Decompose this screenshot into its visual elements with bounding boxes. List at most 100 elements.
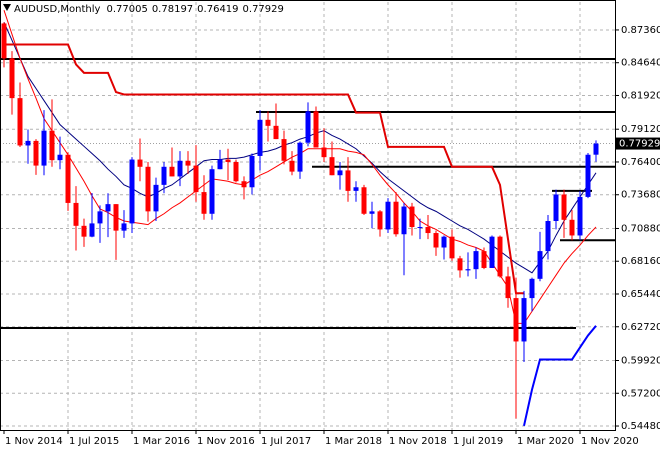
candle-body — [433, 233, 439, 248]
candle-body — [281, 139, 287, 161]
candle-body — [529, 278, 535, 299]
y-tick-label: 0.79120 — [621, 124, 660, 135]
y-tick-label: 0.87360 — [621, 25, 660, 36]
candle-layer — [1, 22, 599, 419]
y-tick-label: 0.54480 — [621, 421, 660, 432]
x-tick-label: 1 Mar 2020 — [517, 436, 574, 447]
candle-body — [297, 142, 303, 172]
candle-body — [537, 251, 543, 279]
x-tick-label: 1 Nov 2020 — [581, 436, 639, 447]
axis-layer: 0.87360 0.84640 0.81920 0.79120 0.76400 0.736… — [3, 25, 660, 447]
candle-body — [417, 227, 423, 229]
indicator-line — [3, 22, 597, 274]
y-tick-label: 0.81920 — [621, 90, 660, 101]
candle-body — [9, 58, 15, 99]
candle-body — [193, 165, 199, 193]
candle-body — [265, 119, 271, 126]
header-open: 0.77005 — [106, 4, 147, 15]
candle-body — [345, 170, 351, 191]
header-high: 0.78197 — [152, 4, 193, 15]
candle-body — [521, 298, 527, 342]
y-tick-label: 0.59920 — [621, 355, 660, 366]
y-tick-label: 0.68160 — [621, 256, 660, 267]
candle-body — [153, 184, 159, 212]
grid-layer — [0, 2, 615, 430]
x-tick-label: 1 Mar 2016 — [133, 436, 190, 447]
x-tick-label: 1 Nov 2014 — [5, 436, 63, 447]
candle-body — [425, 227, 431, 234]
candle-body — [145, 166, 151, 212]
candle-body — [585, 154, 591, 197]
level-layer — [0, 57, 615, 329]
candle-body — [337, 170, 343, 176]
candle-body — [41, 130, 47, 166]
candle-body — [249, 155, 255, 188]
candle-body — [489, 236, 495, 268]
y-tick-label: 0.76400 — [621, 157, 660, 168]
candle-body — [593, 143, 599, 155]
candle-body — [17, 98, 23, 146]
y-tick-label: 0.73680 — [621, 190, 660, 201]
candle-body — [505, 276, 511, 299]
x-tick-label: 1 Jul 2019 — [453, 436, 503, 447]
candle-body — [561, 194, 567, 220]
candle-body — [393, 201, 399, 235]
indicator-line — [523, 325, 597, 426]
candle-body — [25, 140, 31, 146]
candle-body — [65, 154, 71, 203]
candle-body — [273, 125, 279, 140]
candle-body — [57, 154, 63, 161]
candle-body — [113, 204, 119, 231]
candle-body — [353, 187, 359, 191]
candle-body — [473, 251, 479, 270]
candle-body — [569, 219, 575, 236]
candle-body — [385, 201, 391, 230]
indicator-line — [4, 43, 524, 295]
candle-body — [97, 211, 103, 224]
candle-body — [177, 160, 183, 177]
candle-body — [81, 225, 87, 237]
candle-body — [377, 211, 383, 230]
candle-body — [33, 140, 39, 166]
candle-body — [361, 187, 367, 214]
chart-title: AUDUSD,Monthly — [14, 4, 101, 15]
x-tick-label: 1 Mar 2018 — [325, 436, 382, 447]
x-tick-label: 1 Nov 2016 — [197, 436, 255, 447]
candle-body — [241, 181, 247, 188]
candle-body — [289, 160, 295, 172]
candle-body — [577, 196, 583, 236]
candle-body — [481, 251, 487, 268]
candle-body — [105, 204, 111, 212]
candle-body — [209, 169, 215, 214]
candle-body — [457, 258, 463, 271]
candle-body — [513, 298, 519, 342]
candle-body — [169, 166, 175, 177]
candle-body — [233, 161, 239, 182]
candle-body — [201, 192, 207, 214]
candle-body — [73, 202, 79, 226]
chart-header: AUDUSD,Monthly 0.77005 0.78197 0.76419 0.779… — [14, 4, 284, 15]
y-tick-label: 0.70880 — [621, 223, 660, 234]
plot-frame — [0, 0, 616, 431]
x-tick-label: 1 Jul 2017 — [261, 436, 311, 447]
candle-body — [441, 236, 447, 248]
candle-body — [497, 236, 503, 277]
candle-body — [137, 159, 143, 167]
candle-body — [305, 111, 311, 143]
candle-body — [329, 157, 335, 176]
candle-body — [185, 160, 191, 166]
candle-body — [49, 130, 55, 161]
y-tick-label: 0.84640 — [621, 58, 660, 69]
header-close: 0.77929 — [243, 4, 284, 15]
y-tick-label: 0.57200 — [621, 388, 660, 399]
candle-body — [129, 159, 135, 224]
candle-body — [321, 147, 327, 158]
candle-body — [449, 236, 455, 259]
price-label: 0.77929 — [619, 139, 660, 150]
candle-body — [121, 223, 127, 231]
candle-body — [553, 194, 559, 221]
candle-body — [217, 159, 223, 170]
candle-body — [225, 159, 231, 162]
x-tick-label: 1 Jul 2015 — [69, 436, 119, 447]
candle-body — [257, 119, 263, 156]
